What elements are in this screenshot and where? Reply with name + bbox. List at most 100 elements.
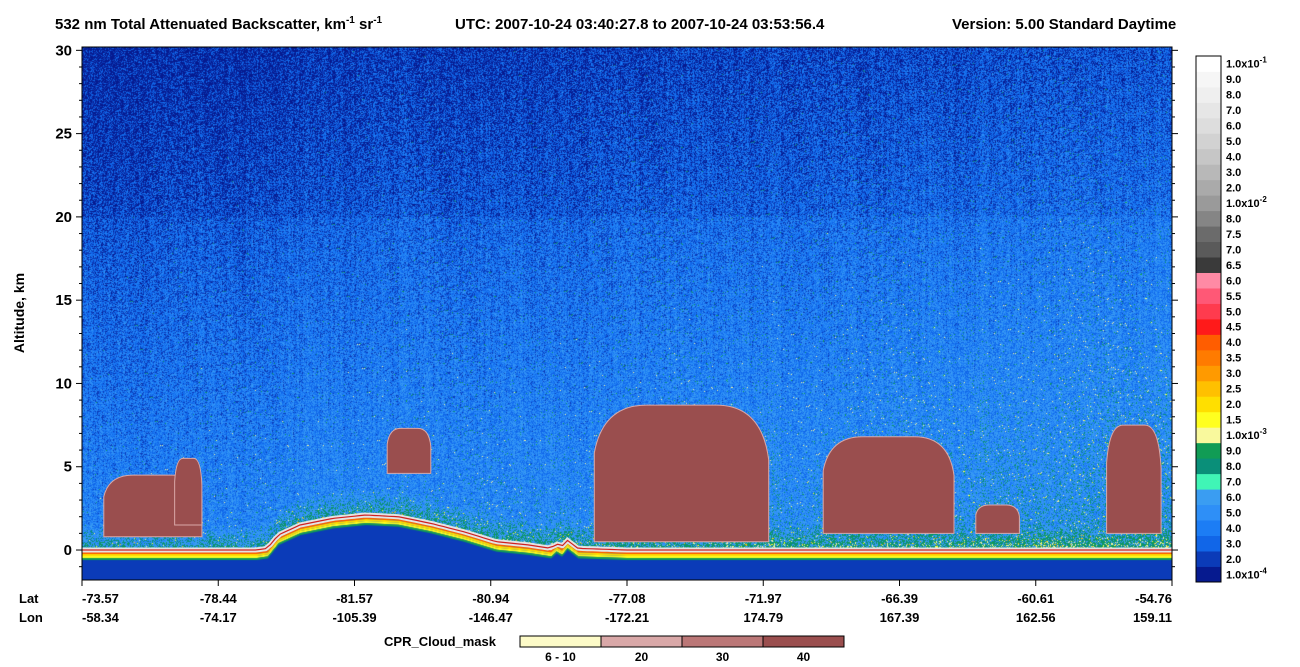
colorbar-cell	[1196, 473, 1221, 490]
x-axis: Lat Lon -73.57 -58.34 -78.44 -74.17 -81.57 -1…	[19, 580, 1173, 625]
lat-tick-label: -54.76	[1135, 591, 1172, 606]
cloud-region	[593, 404, 770, 543]
colorbar-label: 3.0	[1226, 538, 1241, 550]
colorbar-cell	[1196, 226, 1221, 243]
colorbar-cell	[1196, 257, 1221, 273]
colorbar-label: 1.0x10-1	[1226, 56, 1267, 71]
lon-tick-label: 159.11	[1133, 610, 1172, 625]
mask-legend-swatch	[762, 635, 845, 648]
colorbar-cell	[1196, 319, 1221, 335]
colorbar-label: 1.0x10-2	[1226, 195, 1267, 210]
lat-tick-label: -71.97	[745, 591, 782, 606]
y-tick-label: 5	[64, 459, 72, 476]
lat-tick-label: -60.61	[1017, 591, 1054, 606]
mask-legend-label: 6 - 10	[545, 650, 576, 664]
title-sr: sr	[355, 16, 374, 33]
colorbar-label: 1.0x10-4	[1226, 566, 1267, 581]
colorbar-label: 6.0	[1226, 492, 1241, 504]
colorbar-cell	[1196, 133, 1221, 150]
colorbar-cell	[1196, 365, 1221, 382]
colorbar-cell	[1196, 272, 1221, 289]
lat-tick-label: -73.57	[82, 591, 119, 606]
colorbar-label: 1.0x10-3	[1226, 427, 1267, 442]
lat-tick-label: -81.57	[336, 591, 373, 606]
colorbar-cell	[1196, 551, 1221, 567]
lon-tick-label: -105.39	[332, 610, 376, 625]
colorbar-cell	[1196, 303, 1221, 320]
lat-row-label: Lat	[19, 591, 39, 606]
colorbar-label: 6.0	[1226, 275, 1241, 287]
cloud-region	[1106, 424, 1162, 534]
lon-tick-label: 162.56	[1016, 610, 1056, 625]
colorbar-label: 4.0	[1226, 523, 1241, 535]
colorbar-cell	[1196, 71, 1221, 88]
lat-tick-label: -78.44	[200, 591, 238, 606]
mask-legend-swatch	[519, 635, 602, 648]
cloud-region	[174, 457, 203, 526]
title-version: Version: 5.00 Standard Daytime	[952, 16, 1176, 33]
colorbar-cell	[1196, 148, 1221, 165]
colorbar-label: 6.5	[1226, 260, 1241, 272]
mask-legend-label: 40	[797, 650, 811, 664]
colorbar-cell	[1196, 411, 1221, 428]
colorbar-label: 3.5	[1226, 353, 1241, 365]
colorbar-label: 2.0	[1226, 399, 1241, 411]
colorbar-cell	[1196, 86, 1221, 103]
colorbar-cell	[1196, 380, 1221, 397]
colorbar-label: 5.0	[1226, 507, 1241, 519]
surface-layer	[82, 512, 1172, 553]
lon-tick-label: 174.79	[743, 610, 783, 625]
colorbar-label: 2.5	[1226, 384, 1241, 396]
colorbar-label: 4.0	[1226, 337, 1241, 349]
cloud-region	[975, 504, 1020, 534]
title-main: 532 nm Total Attenuated Backscatter, km	[55, 16, 346, 33]
colorbar-label: 2.0	[1226, 554, 1241, 566]
colorbar-cell	[1196, 427, 1221, 444]
colorbar-frame	[1195, 55, 1222, 583]
title-utc: UTC: 2007-10-24 03:40:27.8 to 2007-10-24…	[455, 16, 825, 33]
y-tick-label: 30	[55, 42, 72, 59]
colorbar-label: 9.0	[1226, 74, 1241, 86]
colorbar-label: 7.5	[1226, 229, 1241, 241]
plot-area	[81, 46, 1173, 581]
title-sup-1: -1	[346, 15, 355, 26]
colorbar-label: 7.0	[1226, 105, 1241, 117]
colorbar-cell	[1196, 520, 1221, 536]
cloud-mask-legend: CPR_Cloud_mask 6 - 10 20 30 40	[384, 634, 845, 664]
colorbar-cell	[1196, 102, 1221, 119]
colorbar-label: 8.0	[1226, 213, 1241, 225]
y-tick-label: 10	[55, 375, 72, 392]
colorbar-cell	[1196, 241, 1221, 258]
colorbar-cell	[1196, 117, 1221, 134]
colorbar: 1.0x10-42.03.04.05.06.07.08.09.01.0x10-3…	[1195, 55, 1267, 583]
colorbar-cell	[1196, 535, 1221, 552]
surface-line	[82, 514, 1172, 551]
colorbar-cell	[1196, 504, 1221, 521]
colorbar-cell	[1196, 164, 1221, 181]
y-axis: 0 5 10 15 20 25 30	[55, 42, 1178, 568]
colorbar-cell	[1196, 396, 1221, 413]
colorbar-cell	[1196, 195, 1221, 212]
colorbar-cell	[1196, 334, 1221, 351]
mask-legend-swatch	[681, 635, 764, 648]
y-axis-label: Altitude, km	[11, 273, 27, 353]
colorbar-cell	[1196, 179, 1221, 196]
lon-tick-label: -74.17	[200, 610, 237, 625]
y-tick-label: 0	[64, 542, 72, 559]
colorbar-label: 7.0	[1226, 244, 1241, 256]
colorbar-label: 3.0	[1226, 368, 1241, 380]
colorbar-cell	[1196, 56, 1221, 72]
lat-tick-label: -66.39	[881, 591, 918, 606]
cloud-layer	[103, 404, 1162, 543]
lon-tick-label: -146.47	[469, 610, 513, 625]
chart-title: 532 nm Total Attenuated Backscatter, km-…	[55, 15, 383, 33]
colorbar-label: 4.0	[1226, 152, 1241, 164]
colorbar-cell	[1196, 442, 1221, 459]
lat-tick-label: -77.08	[609, 591, 646, 606]
colorbar-label: 5.5	[1226, 291, 1241, 303]
colorbar-cell	[1196, 210, 1221, 227]
lon-row-label: Lon	[19, 610, 43, 625]
lat-tick-label: -80.94	[472, 591, 510, 606]
lon-tick-label: 167.39	[880, 610, 920, 625]
